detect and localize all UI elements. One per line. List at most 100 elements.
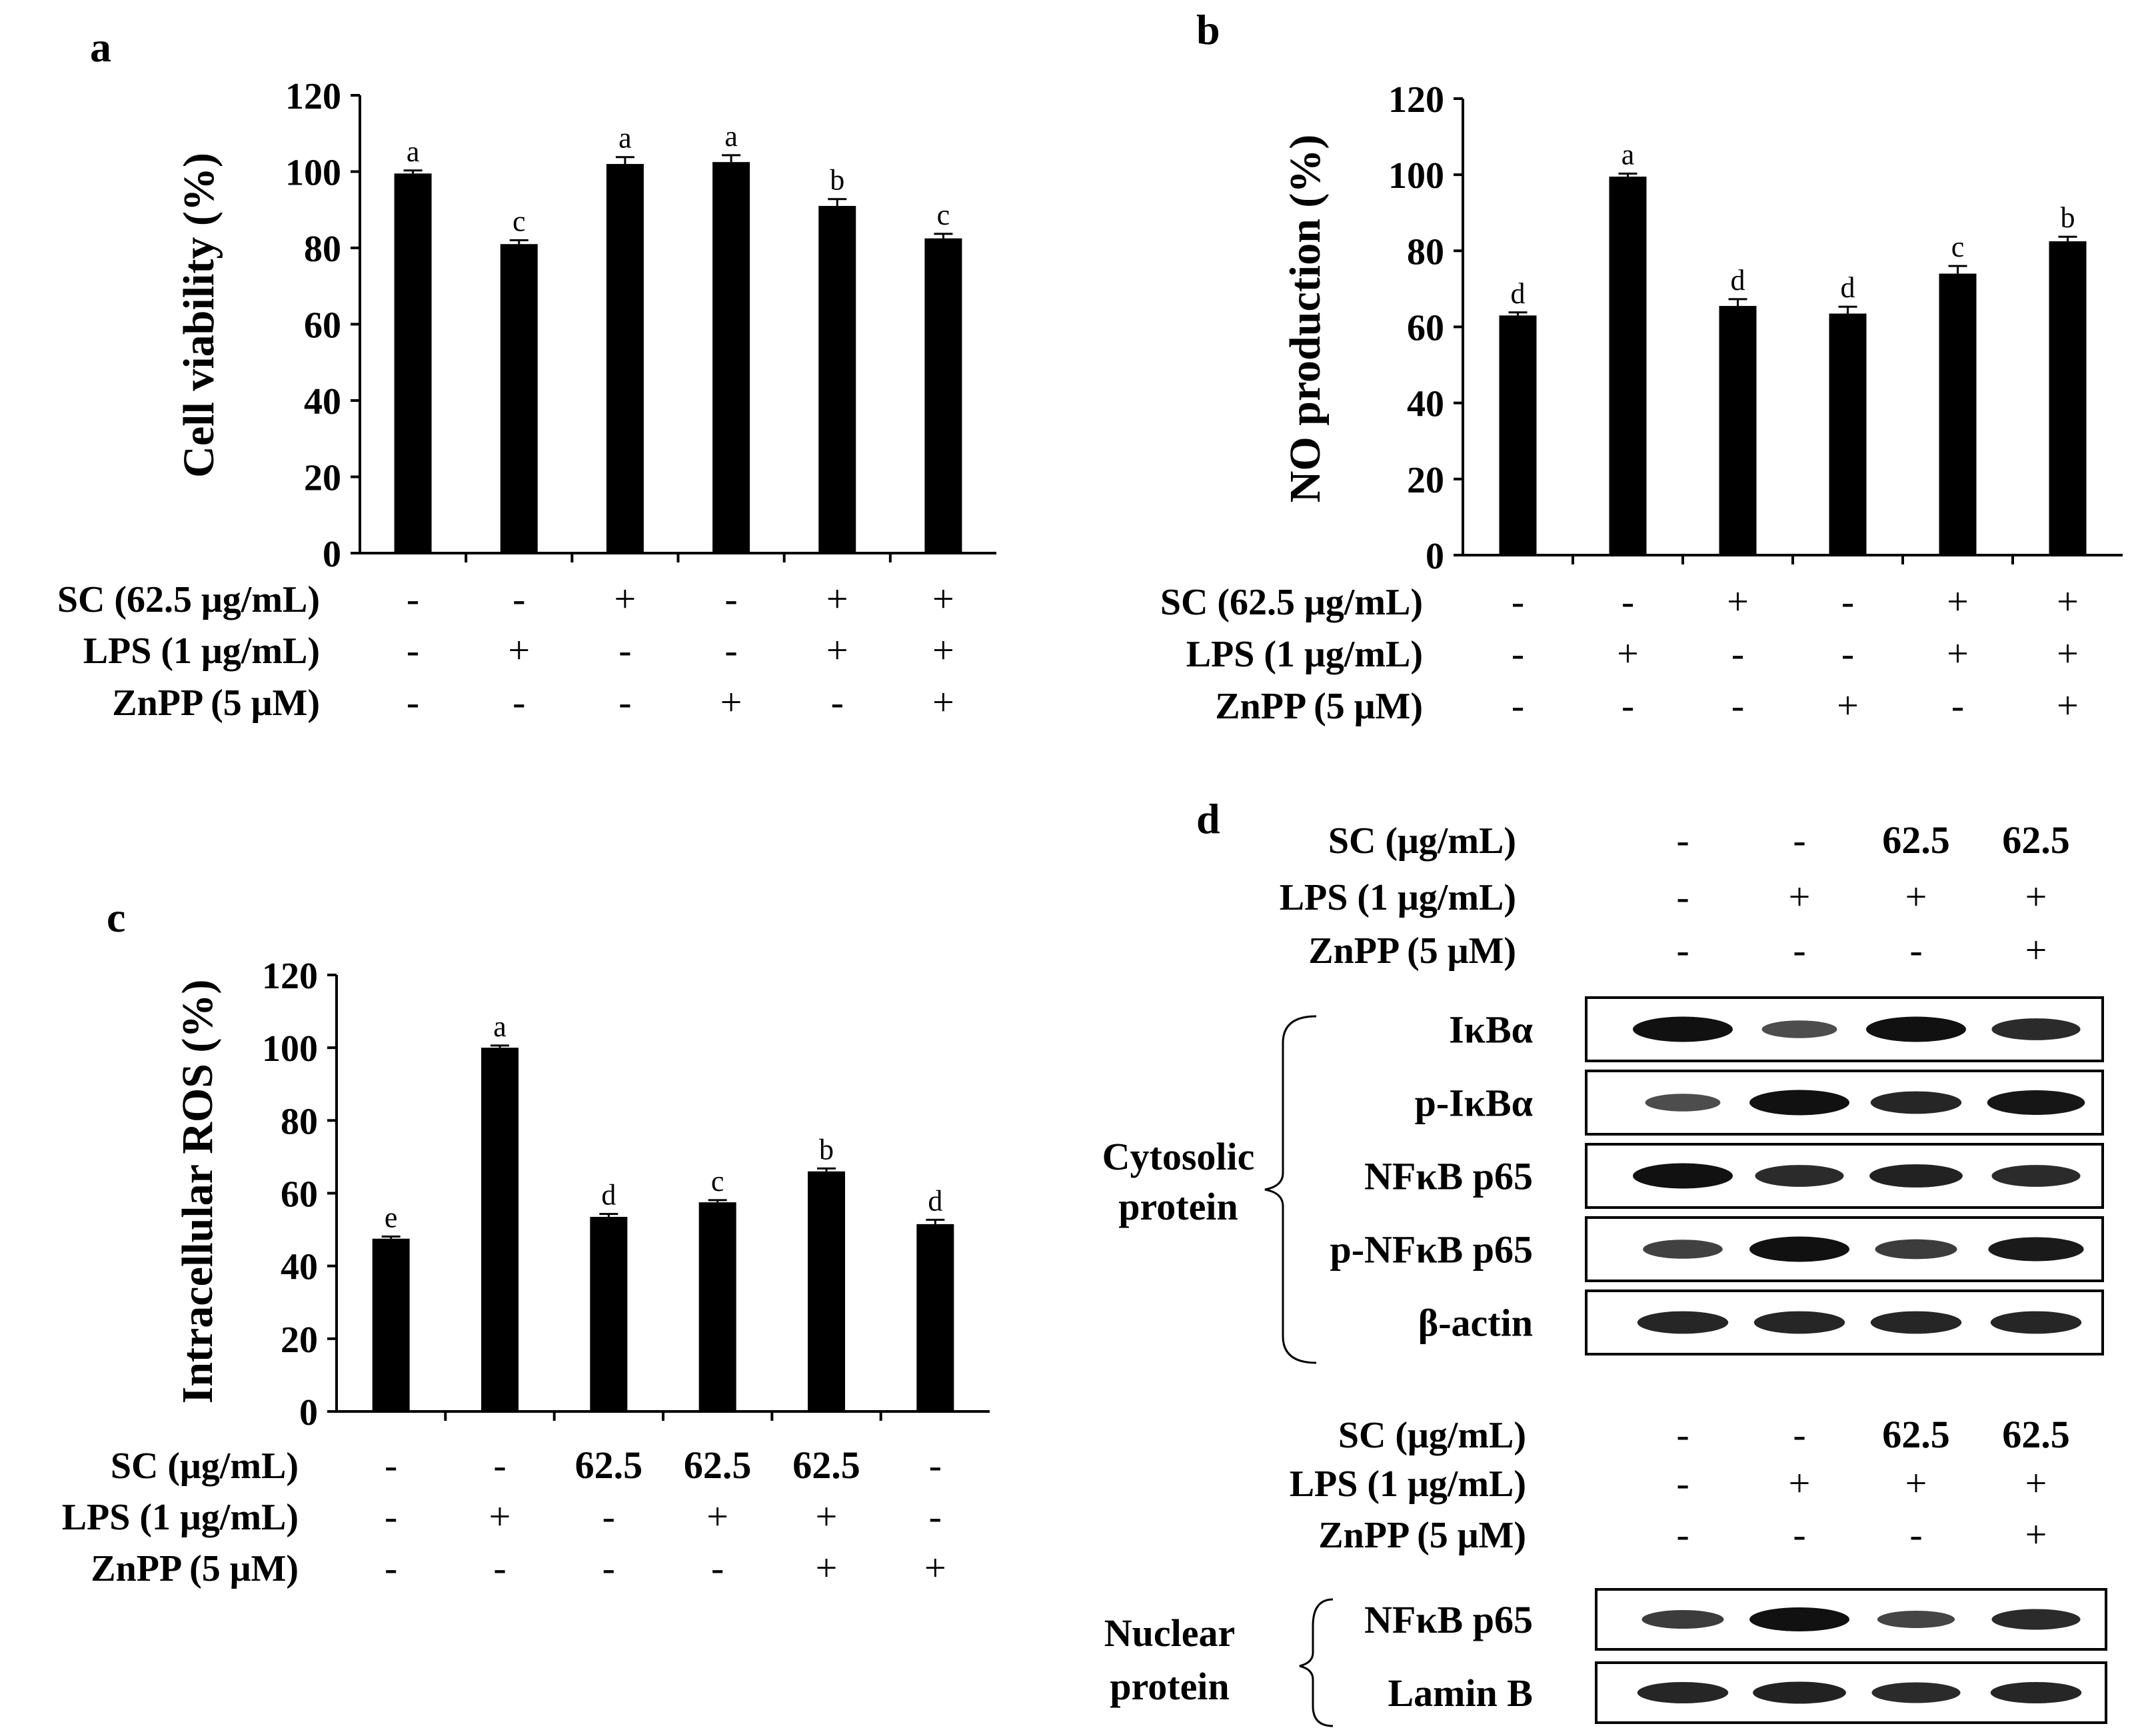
y-tick-label: 0 <box>323 534 341 575</box>
panel-c-y-axis: 0 20 40 60 80 100 120 <box>262 956 990 1433</box>
significance-letter: d <box>601 1179 616 1212</box>
bar <box>924 238 962 553</box>
treatment-row-label: ZnPP (5 μM) <box>91 1548 299 1589</box>
blot-band <box>1637 1311 1729 1334</box>
treatment-cell: + <box>1905 1461 1927 1505</box>
panel-c: c Intracellular ROS (%) 020406080100120 … <box>62 894 990 1589</box>
y-tick-label: 40 <box>304 381 341 423</box>
treatment-row-label: SC (μg/mL) <box>1328 820 1516 862</box>
treatment-cell: + <box>932 680 954 724</box>
treatment-cell: + <box>816 1495 838 1538</box>
y-tick-label: 0 <box>1426 536 1444 577</box>
bar <box>1719 306 1757 555</box>
treatment-row-label: LPS (1 μg/mL) <box>1290 1463 1526 1505</box>
treatment-cell: - <box>711 1546 724 1589</box>
treatment-cell: - <box>1621 684 1634 727</box>
y-tick-label: 20 <box>304 458 341 499</box>
significance-letter: d <box>1841 271 1855 304</box>
blot-band <box>1877 1610 1955 1629</box>
treatment-cell: + <box>720 680 742 724</box>
blot-band <box>1643 1240 1723 1259</box>
nuclear-group-label-line1: Nuclear <box>1104 1611 1236 1655</box>
panel-b-treatment-table: SC (62.5 μg/mL) - - + - + + LPS (1 μg/mL) - + - - + +… <box>1160 580 2079 727</box>
treatment-cell: + <box>706 1495 728 1538</box>
blot-band <box>1870 1091 1962 1114</box>
y-tick-label: 80 <box>1407 231 1444 273</box>
treatment-cell: + <box>924 1546 946 1589</box>
treatment-row-label: SC (62.5 μg/mL) <box>1160 582 1423 623</box>
treatment-row-label: ZnPP (5 μM) <box>112 682 320 724</box>
panel-d-label: d <box>1196 795 1220 842</box>
bar <box>1609 177 1647 555</box>
treatment-cell: - <box>1731 632 1744 675</box>
blot-band <box>1749 1090 1849 1116</box>
treatment-cell: + <box>1947 580 1969 623</box>
treatment-cell: - <box>1793 928 1805 972</box>
y-tick-label: 120 <box>1388 79 1444 121</box>
treatment-cell: + <box>2025 1513 2047 1556</box>
treatment-cell: - <box>724 628 737 672</box>
significance-letter: b <box>2061 201 2075 234</box>
treatment-cell: - <box>1512 632 1524 675</box>
treatment-cell: - <box>929 1443 942 1487</box>
y-tick-label: 40 <box>281 1247 318 1288</box>
treatment-cell: + <box>2025 928 2047 972</box>
treatment-cell: + <box>1789 1461 1811 1505</box>
treatment-cell: - <box>1909 1513 1922 1556</box>
treatment-row-label: SC (μg/mL) <box>111 1445 299 1487</box>
panel-c-ylabel: Intracellular ROS (%) <box>173 980 222 1404</box>
treatment-cell: + <box>2025 1461 2047 1505</box>
bar <box>590 1216 628 1411</box>
treatment-cell: - <box>407 680 419 724</box>
blot-band <box>1753 1681 1846 1704</box>
panel-a-y-axis: 0 20 40 60 80 100 120 <box>285 76 996 575</box>
treatment-cell: + <box>1617 632 1639 675</box>
treatment-cell: - <box>1676 1513 1689 1556</box>
panel-b-bars: d a d d c b <box>1499 138 2087 555</box>
treatment-cell: 62.5 <box>684 1443 752 1487</box>
treatment-cell: - <box>618 628 631 672</box>
significance-letter: d <box>1511 277 1526 310</box>
blot-label: NFκB p65 <box>1364 1155 1533 1198</box>
treatment-cell: - <box>1841 580 1854 623</box>
blot-band <box>1866 1016 1966 1042</box>
treatment-cell: 62.5 <box>2002 1413 2070 1456</box>
panel-b-label: b <box>1196 6 1220 53</box>
blot-band <box>1755 1165 1844 1187</box>
treatment-cell: - <box>1512 684 1524 727</box>
treatment-cell: - <box>1793 818 1805 862</box>
blot-label: IκBα <box>1449 1008 1533 1052</box>
bar <box>712 162 750 553</box>
treatment-cell: - <box>513 680 525 724</box>
treatment-cell: - <box>1841 632 1854 675</box>
treatment-cell: 62.5 <box>2002 818 2070 862</box>
treatment-row-label: SC (μg/mL) <box>1338 1415 1526 1456</box>
panel-c-bars: e a d c b d <box>372 1010 954 1411</box>
treatment-cell: + <box>1905 875 1927 918</box>
blot-band <box>1871 1682 1961 1703</box>
blot-label: β-actin <box>1418 1302 1533 1345</box>
y-tick-label: 20 <box>1407 460 1444 501</box>
treatment-cell: + <box>2057 684 2079 727</box>
blot-band <box>1749 1236 1849 1262</box>
treatment-cell: - <box>407 628 419 672</box>
blot-band <box>1761 1020 1837 1038</box>
treatment-cell: - <box>385 1443 397 1487</box>
bar <box>1829 313 1867 555</box>
treatment-cell: 62.5 <box>575 1443 643 1487</box>
treatment-cell: - <box>1676 1413 1689 1456</box>
panel-d: d SC (μg/mL) - - 62.5 62.5 LPS (1 μg/mL) - + + + Z… <box>1102 795 2107 1727</box>
treatment-cell: + <box>2057 580 2079 623</box>
significance-letter: a <box>724 120 738 153</box>
panel-c-label: c <box>107 894 125 941</box>
bar <box>1499 315 1537 555</box>
blot-band <box>1988 1237 2084 1262</box>
blot-band <box>1645 1094 1721 1112</box>
significance-letter: a <box>493 1010 507 1043</box>
treatment-cell: - <box>1731 684 1744 727</box>
bar <box>808 1171 845 1411</box>
treatment-cell: + <box>2025 875 2047 918</box>
blot-band <box>1991 1018 2081 1040</box>
